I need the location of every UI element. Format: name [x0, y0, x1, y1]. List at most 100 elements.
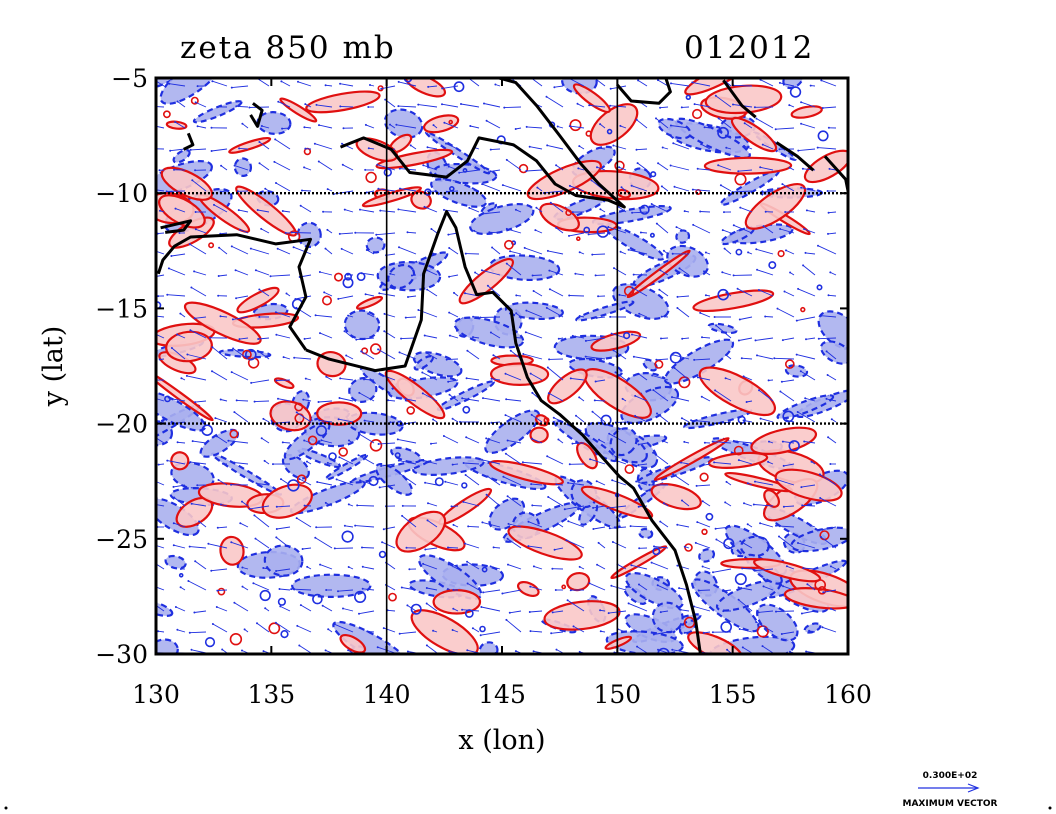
wind-vector-arrow	[493, 354, 501, 360]
wind-vector-arrow	[342, 608, 354, 612]
wind-vector-head	[752, 503, 755, 506]
wind-vector-arrow	[724, 502, 732, 507]
wind-vector-arrow	[744, 145, 753, 150]
wind-vector-arrow	[674, 186, 690, 192]
wind-vector-head	[829, 271, 832, 274]
wind-vector-arrow	[756, 248, 774, 255]
wind-vector-head	[398, 472, 401, 475]
wind-vector-arrow	[569, 185, 585, 192]
wind-vector-head	[611, 541, 614, 543]
small-vorticity-contour	[649, 232, 655, 238]
wind-vector-arrow	[191, 287, 207, 297]
wind-vector-arrow	[531, 438, 543, 444]
wind-vector-head	[447, 165, 450, 168]
wind-vector-head	[367, 147, 370, 150]
wind-vector-head	[627, 248, 630, 251]
wind-vector-head	[662, 249, 665, 252]
wind-vector-head	[468, 206, 471, 209]
wind-vector-arrow	[655, 118, 669, 129]
wind-vector-head	[531, 437, 534, 440]
wind-vector-head	[464, 292, 466, 295]
wind-vector-arrow	[217, 526, 228, 529]
wind-vector-head	[553, 86, 556, 89]
wind-vector-head	[250, 381, 253, 384]
wind-vector-head	[303, 337, 306, 340]
wind-vector-arrow	[554, 547, 564, 551]
wind-vector-arrow	[241, 501, 249, 507]
y-tick-label: −15	[95, 294, 148, 323]
wind-vector-head	[277, 100, 280, 103]
wind-vector-arrow	[341, 248, 354, 255]
wind-vector-head	[639, 231, 642, 234]
wind-vector-arrow	[467, 583, 480, 591]
wind-vector-head	[827, 294, 830, 297]
wind-vector-arrow	[156, 604, 165, 612]
wind-vector-arrow	[809, 630, 816, 633]
wind-vector-head	[494, 83, 497, 86]
wind-vector-arrow	[718, 118, 732, 129]
wind-vector-head	[364, 168, 367, 171]
wind-vector-arrow	[529, 610, 543, 613]
wind-vector-head	[369, 84, 371, 86]
wind-vector-arrow	[399, 631, 417, 635]
wind-vector-head	[483, 102, 485, 105]
wind-vector-arrow	[830, 271, 837, 276]
wind-vector-head	[275, 333, 278, 336]
wind-vector-arrow	[423, 164, 438, 171]
wind-vector-arrow	[651, 562, 669, 570]
wind-vector-arrow	[168, 267, 186, 276]
wind-vector-head	[432, 418, 435, 421]
wind-vector-arrow	[467, 78, 480, 87]
coastline	[156, 78, 848, 654]
wind-vector-head	[676, 523, 679, 526]
wind-vector-arrow	[249, 505, 270, 510]
wind-vector-arrow	[636, 148, 648, 151]
wind-vector-head	[275, 379, 278, 382]
wind-vector-arrow	[422, 372, 438, 381]
positive-vorticity-contour	[458, 258, 514, 305]
wind-vector-arrow	[653, 631, 669, 635]
wind-vector-arrow	[592, 411, 606, 423]
positive-vorticity-contour	[219, 535, 245, 566]
wind-vector-arrow	[156, 563, 165, 570]
negative-vorticity-contour	[698, 548, 716, 563]
wind-vector-head	[338, 232, 341, 235]
wind-vector-arrow	[780, 391, 795, 402]
wind-vector-head	[326, 461, 329, 464]
wind-vector-arrow	[553, 417, 564, 423]
wind-vector-head	[409, 144, 412, 147]
wind-vector-arrow	[782, 585, 795, 591]
wind-vector-head	[671, 353, 674, 356]
wind-vector-head	[804, 397, 807, 400]
wind-vector-arrow	[651, 203, 669, 213]
wind-vector-arrow	[463, 462, 480, 465]
wind-vector-arrow	[826, 398, 837, 402]
wind-vector-head	[781, 339, 784, 342]
wind-vector-arrow	[733, 224, 753, 234]
wind-vector-arrow	[396, 124, 417, 129]
wind-vector-arrow	[177, 629, 186, 633]
wind-vector-head	[399, 187, 401, 190]
negative-vorticity-contour	[642, 358, 658, 372]
wind-vector-head	[590, 179, 593, 182]
wind-vector-head	[598, 438, 600, 441]
wind-vector-head	[274, 621, 277, 624]
wind-vector-arrow	[259, 141, 270, 150]
wind-vector-arrow	[156, 398, 165, 402]
wind-vector-arrow	[611, 333, 627, 339]
small-vorticity-contour	[685, 94, 691, 101]
wind-vector-head	[354, 524, 357, 527]
wind-vector-head	[572, 625, 575, 628]
wind-vector-arrow	[595, 379, 606, 382]
wind-vector-head	[818, 473, 821, 476]
wind-vector-head	[216, 435, 218, 438]
wind-vector-head	[196, 125, 199, 128]
wind-vector-head	[575, 414, 577, 417]
wind-vector-head	[563, 508, 566, 511]
wind-vector-head	[754, 339, 757, 342]
wind-vector-arrow	[276, 568, 291, 572]
wind-vector-head	[609, 104, 612, 107]
wind-vector-head	[166, 293, 169, 296]
wind-vector-head	[452, 523, 455, 526]
small-vorticity-contour	[654, 359, 664, 369]
